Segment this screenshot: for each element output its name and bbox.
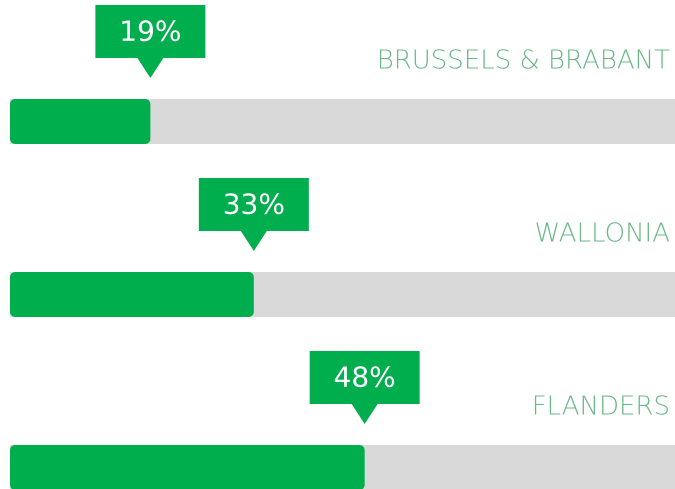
callout-pointer <box>137 58 164 78</box>
bar <box>10 445 365 489</box>
category-label: FLANDERS <box>532 392 670 422</box>
value-label: 19% <box>119 15 181 48</box>
callout-pointer <box>240 231 267 251</box>
callout-pointer <box>351 404 378 424</box>
category-label: WALLONIA <box>535 219 670 249</box>
value-label: 33% <box>223 188 285 221</box>
value-label: 48% <box>334 361 396 394</box>
callout-box <box>309 351 420 404</box>
callout-box <box>95 5 206 58</box>
callout-box <box>198 178 309 231</box>
bar <box>10 99 151 144</box>
category-label: BRUSSELS & BRABANT <box>377 46 670 76</box>
bar <box>10 272 254 317</box>
